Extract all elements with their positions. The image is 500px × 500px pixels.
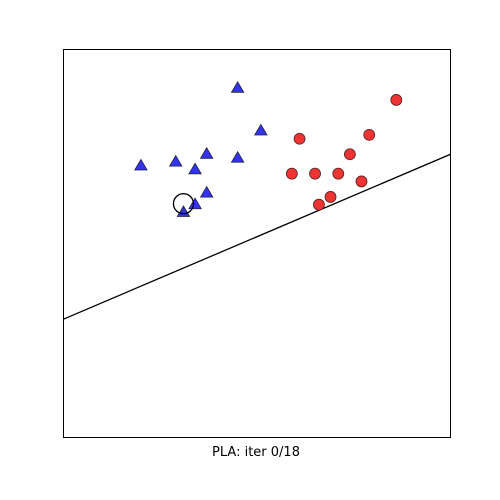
triangle-point — [230, 150, 245, 163]
circle-point — [355, 175, 368, 188]
circle-point — [309, 167, 321, 180]
circle-point — [285, 167, 298, 180]
circle-point — [332, 167, 345, 180]
triangle-point — [176, 205, 191, 217]
highlighted-point-ring — [172, 193, 195, 215]
triangle-point — [134, 158, 148, 171]
plot-area — [63, 81, 451, 320]
circle-point — [293, 132, 306, 145]
triangle-point — [168, 154, 183, 167]
circle-point — [343, 148, 356, 161]
triangle-point — [188, 197, 202, 210]
circle-point — [390, 94, 403, 106]
triangle-point — [199, 185, 214, 198]
triangle-point — [199, 146, 214, 159]
circle-point — [324, 191, 337, 203]
decision-boundary-line — [63, 153, 451, 320]
circle-point — [363, 128, 376, 141]
chart-caption: PLA: iter 0/18 — [212, 445, 300, 460]
triangle-point — [188, 162, 202, 175]
triangle-point — [253, 123, 268, 136]
axes-frame — [63, 49, 451, 438]
circle-point — [313, 198, 325, 211]
triangle-point — [230, 81, 245, 93]
